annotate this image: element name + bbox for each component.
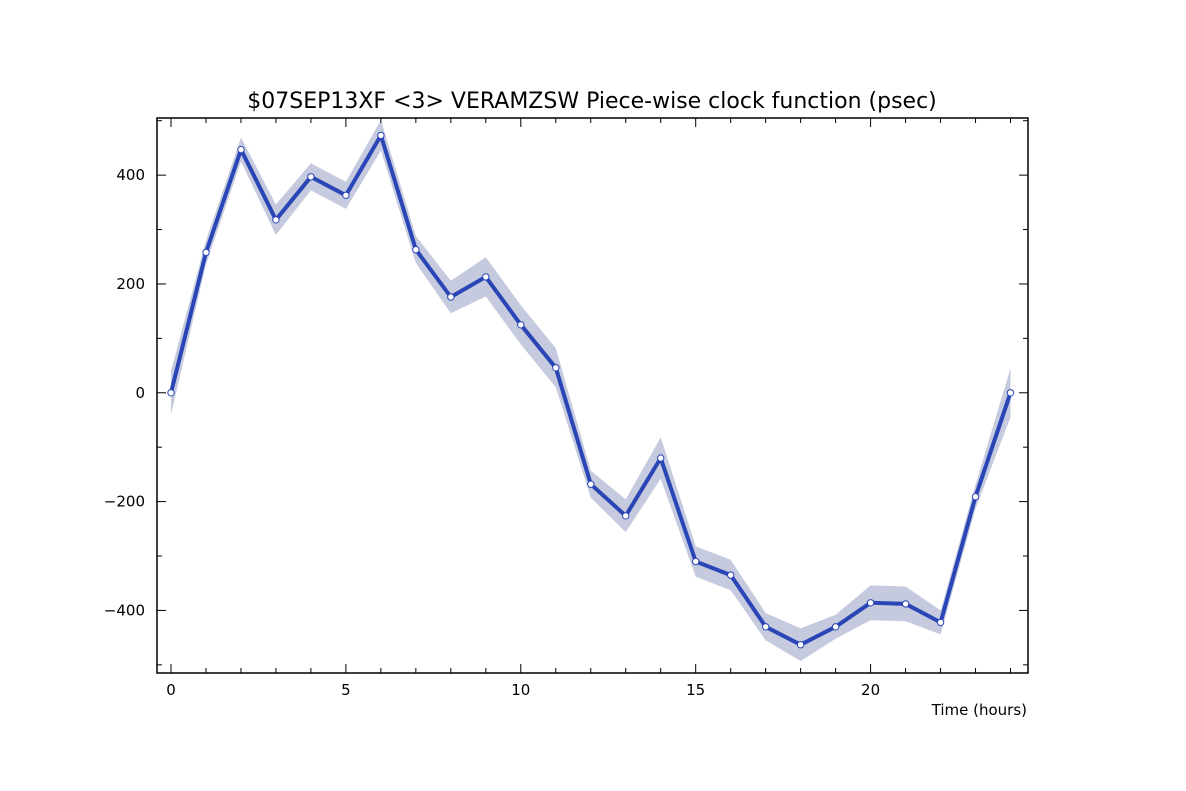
data-point	[307, 173, 315, 181]
chart-title: $07SEP13XF <3> VERAMZSW Piece-wise clock…	[247, 89, 937, 114]
data-point	[342, 191, 350, 200]
plot-frame	[156, 117, 1029, 674]
data-point	[552, 364, 560, 372]
y-tick-label: 200	[116, 275, 145, 293]
series-line	[169, 133, 1013, 647]
data-point	[622, 512, 630, 520]
data-point	[272, 216, 280, 224]
data-point	[482, 273, 490, 281]
uncertainty-band-layer	[171, 120, 1011, 661]
data-point	[866, 599, 875, 607]
x-tick-label: 0	[166, 681, 176, 699]
series-line-layer	[169, 133, 1013, 647]
y-tick-label: 0	[135, 384, 145, 402]
x-axis-label: Time (hours)	[931, 701, 1027, 719]
data-point	[727, 571, 735, 579]
data-point	[762, 623, 770, 631]
y-tick-label: 400	[116, 166, 145, 184]
data-point	[657, 454, 665, 462]
data-point	[796, 641, 805, 649]
x-tick-label: 15	[686, 681, 705, 699]
data-point	[587, 480, 595, 488]
x-tick-label: 20	[861, 681, 880, 699]
y-tick-label: −400	[104, 601, 145, 619]
data-point	[167, 389, 175, 397]
data-point	[1006, 389, 1015, 397]
y-tick-label: −200	[104, 493, 145, 511]
x-tick-label: 5	[341, 681, 351, 699]
tick-labels-layer: 0 5 10 15 20 −400 −200 0 200 400	[104, 166, 880, 699]
data-point	[447, 293, 455, 301]
data-point	[377, 131, 385, 140]
data-point	[831, 623, 840, 631]
data-point	[901, 600, 910, 608]
data-points-layer	[167, 131, 1015, 649]
data-point	[412, 246, 420, 254]
ticks-layer	[157, 118, 1028, 673]
data-point	[237, 145, 245, 154]
data-point	[971, 493, 980, 501]
uncertainty-band	[171, 120, 1011, 661]
data-point	[936, 618, 945, 627]
x-tick-label: 10	[511, 681, 530, 699]
data-point	[202, 248, 210, 257]
data-point	[517, 321, 525, 329]
data-point	[692, 557, 700, 566]
